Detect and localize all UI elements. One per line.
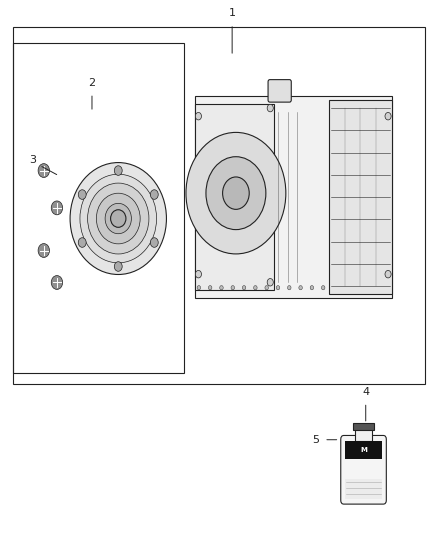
Circle shape: [310, 286, 314, 290]
Ellipse shape: [96, 193, 140, 244]
Circle shape: [385, 270, 391, 278]
Bar: [13, 43, 184, 373]
Circle shape: [208, 286, 212, 290]
Bar: [345, 441, 382, 458]
Bar: [329, 100, 392, 294]
Circle shape: [299, 286, 302, 290]
FancyBboxPatch shape: [341, 435, 386, 504]
Text: M: M: [360, 447, 367, 453]
Circle shape: [231, 286, 234, 290]
Circle shape: [223, 177, 249, 209]
Circle shape: [242, 286, 246, 290]
Ellipse shape: [110, 209, 126, 228]
Circle shape: [114, 166, 122, 175]
Circle shape: [385, 112, 391, 120]
Circle shape: [287, 286, 291, 290]
Bar: [345, 480, 382, 499]
FancyBboxPatch shape: [268, 79, 291, 102]
Circle shape: [267, 279, 273, 286]
Bar: [13, 27, 425, 384]
Text: 1: 1: [229, 9, 236, 18]
Circle shape: [38, 244, 49, 257]
Circle shape: [150, 190, 158, 199]
Bar: [195, 104, 274, 290]
Circle shape: [195, 270, 201, 278]
Ellipse shape: [88, 183, 149, 254]
Circle shape: [51, 201, 63, 215]
Bar: [355, 429, 372, 441]
Circle shape: [321, 286, 325, 290]
Text: 5: 5: [312, 435, 319, 445]
Circle shape: [38, 164, 49, 177]
Ellipse shape: [80, 174, 157, 263]
Text: 3: 3: [29, 155, 36, 165]
Circle shape: [276, 286, 280, 290]
Circle shape: [186, 132, 286, 254]
Circle shape: [195, 112, 201, 120]
Circle shape: [206, 157, 266, 230]
Circle shape: [78, 238, 86, 247]
Circle shape: [114, 262, 122, 271]
Ellipse shape: [105, 204, 131, 233]
Text: 4: 4: [362, 387, 369, 397]
Circle shape: [150, 238, 158, 247]
Ellipse shape: [70, 163, 166, 274]
Circle shape: [254, 286, 257, 290]
Circle shape: [267, 104, 273, 112]
Circle shape: [197, 286, 201, 290]
Circle shape: [51, 276, 63, 289]
Bar: [353, 423, 374, 430]
Circle shape: [265, 286, 268, 290]
Circle shape: [220, 286, 223, 290]
Bar: [195, 96, 392, 298]
Circle shape: [78, 190, 86, 199]
Text: 2: 2: [88, 78, 95, 87]
